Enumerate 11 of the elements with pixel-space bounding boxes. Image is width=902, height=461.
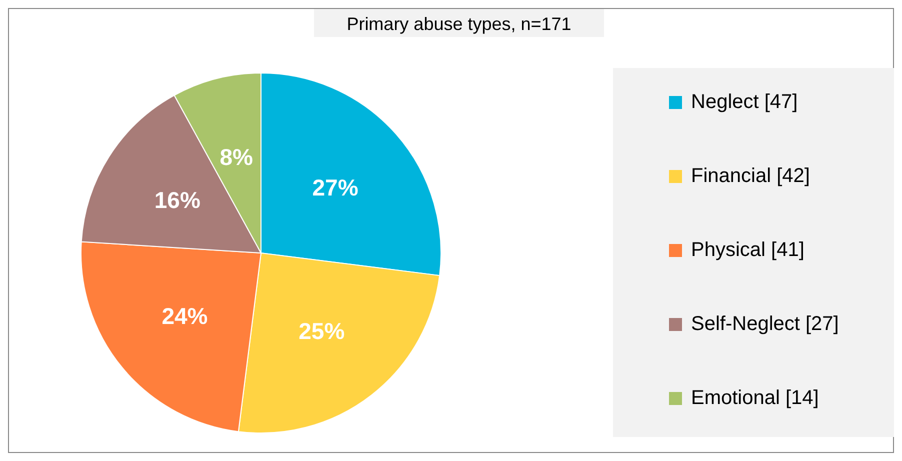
chart-title: Primary abuse types, n=171 [346, 14, 572, 34]
legend-label: Financial [42] [691, 165, 810, 187]
legend-label: Physical [41] [691, 239, 804, 261]
legend-label: Emotional [14] [691, 387, 819, 409]
legend-label: Neglect [47] [691, 91, 798, 113]
data-label: 27% [312, 174, 358, 201]
data-label: 25% [298, 318, 345, 344]
data-label: 24% [162, 303, 208, 330]
data-label: 16% [154, 186, 200, 213]
legend-label: Self-Neglect [27] [691, 313, 839, 335]
data-label: 8% [220, 144, 254, 170]
